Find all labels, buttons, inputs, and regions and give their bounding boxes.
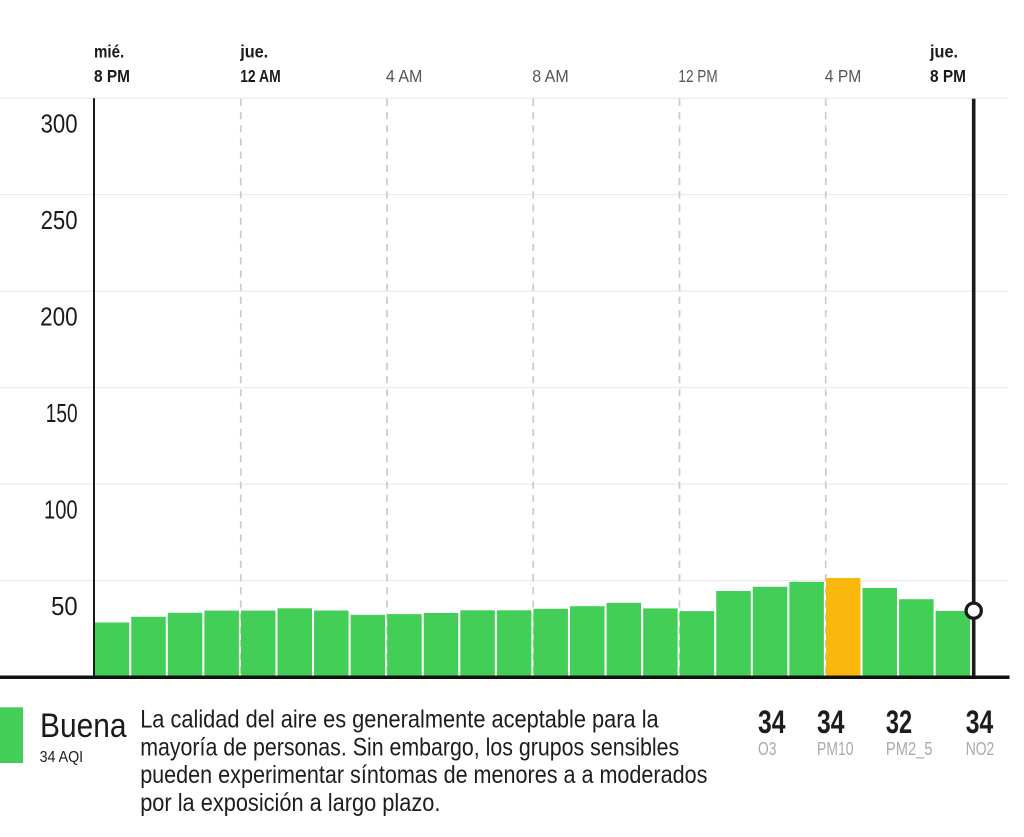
svg-text:mié.: mié. <box>94 41 124 61</box>
svg-text:PM10: PM10 <box>817 739 854 759</box>
svg-text:250: 250 <box>41 207 78 235</box>
svg-text:12 PM: 12 PM <box>678 66 717 86</box>
svg-text:32: 32 <box>886 704 912 740</box>
svg-text:por la exposición a largo plaz: por la exposición a largo plazo. <box>140 789 440 817</box>
svg-text:mayoría de personas. Sin embar: mayoría de personas. Sin embargo, los gr… <box>140 733 679 761</box>
svg-text:8 PM: 8 PM <box>930 66 966 86</box>
svg-text:300: 300 <box>41 111 78 139</box>
svg-text:50: 50 <box>51 593 78 621</box>
svg-text:NO2: NO2 <box>966 739 995 759</box>
svg-text:4 AM: 4 AM <box>386 66 423 86</box>
svg-text:O3: O3 <box>758 739 777 759</box>
svg-text:jue.: jue. <box>239 41 268 61</box>
svg-text:34: 34 <box>758 704 786 740</box>
svg-text:8 AM: 8 AM <box>532 66 569 86</box>
svg-text:200: 200 <box>40 304 78 332</box>
svg-text:La calidad del aire es general: La calidad del aire es generalmente acep… <box>140 705 659 733</box>
svg-text:34: 34 <box>817 704 845 740</box>
svg-text:34: 34 <box>966 704 994 740</box>
svg-text:jue.: jue. <box>929 41 958 61</box>
svg-text:4 PM: 4 PM <box>825 66 862 86</box>
svg-text:8 PM: 8 PM <box>94 66 130 86</box>
svg-text:pueden experimentar síntomas d: pueden experimentar síntomas de menores … <box>140 761 707 789</box>
svg-text:34 AQI: 34 AQI <box>40 749 84 766</box>
svg-text:12 AM: 12 AM <box>240 66 281 86</box>
svg-text:100: 100 <box>44 496 78 524</box>
svg-text:PM2_5: PM2_5 <box>886 739 933 760</box>
svg-text:Buena: Buena <box>40 707 127 745</box>
svg-text:150: 150 <box>46 400 78 428</box>
